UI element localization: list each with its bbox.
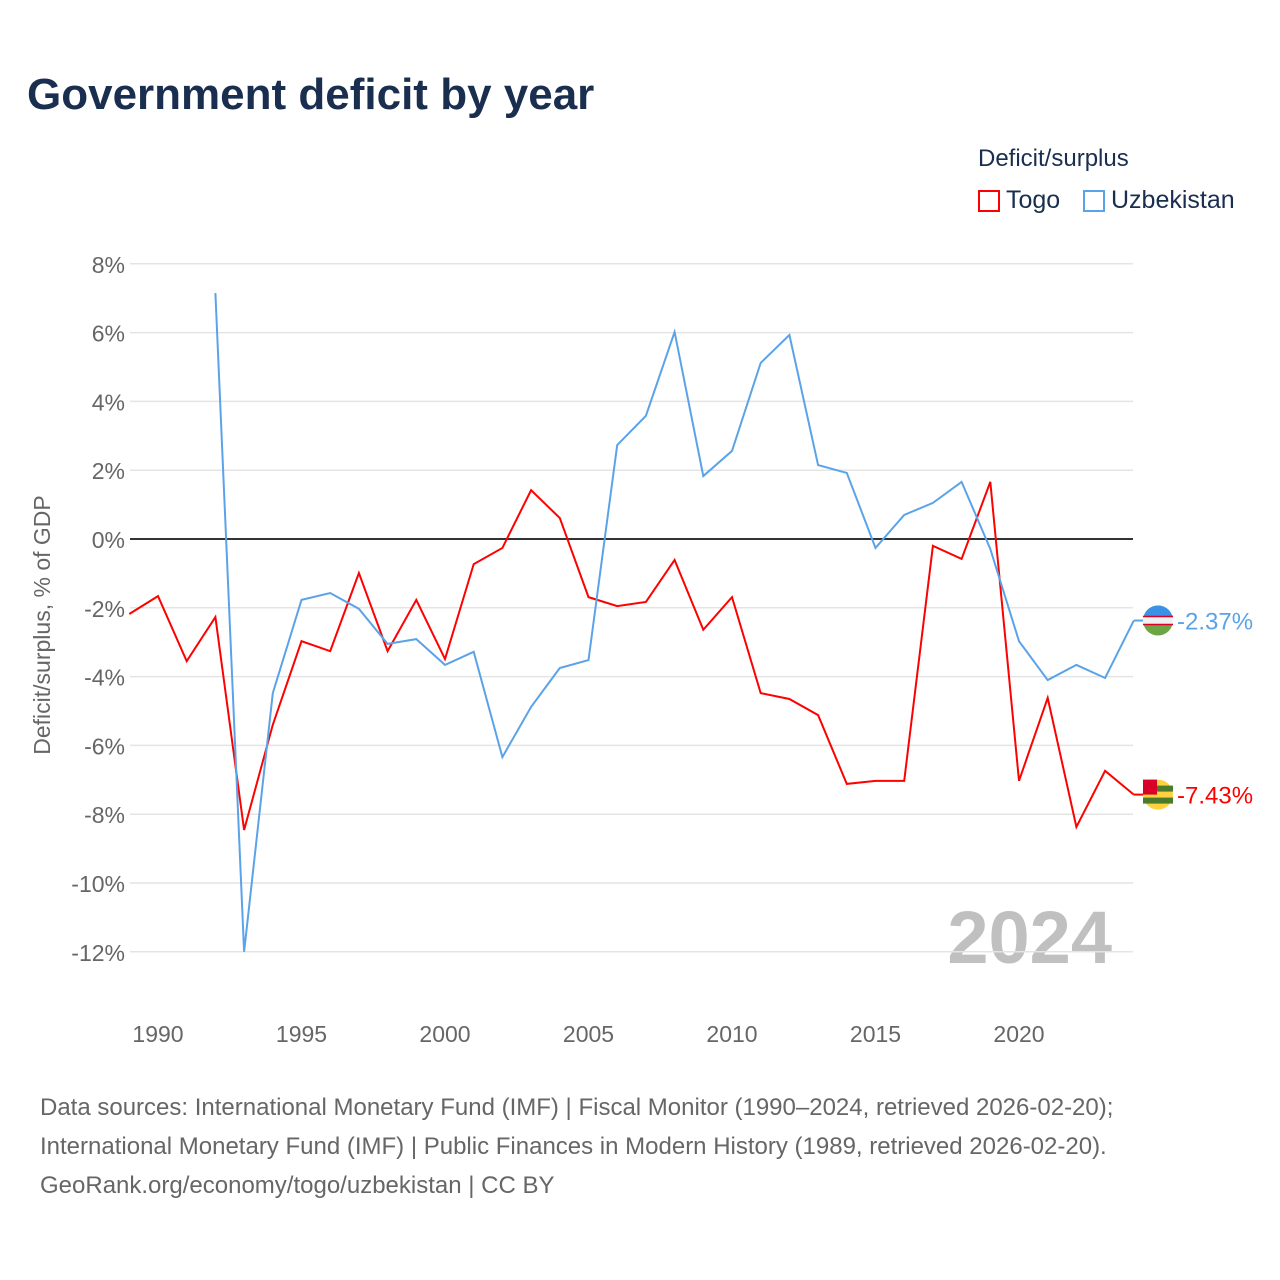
legend-item-togo[interactable]: Togo	[978, 186, 1060, 215]
x-tick-label: 2020	[993, 1021, 1044, 1047]
x-tick-label: 2010	[706, 1021, 757, 1047]
y-tick-label: 4%	[92, 389, 125, 415]
y-tick-label: 6%	[92, 321, 125, 347]
flag-canton	[1143, 779, 1157, 795]
y-tick-label: 0%	[92, 527, 125, 553]
x-tick-label: 2015	[850, 1021, 901, 1047]
source-line: Data sources: International Monetary Fun…	[40, 1094, 1114, 1121]
end-value-label-togo: -7.43%	[1177, 783, 1253, 810]
y-tick-label: -10%	[71, 871, 125, 897]
legend-swatch-togo	[978, 189, 1000, 212]
y-tick-label: -12%	[71, 940, 125, 966]
year-watermark: 2024	[947, 896, 1112, 979]
source-line: International Monetary Fund (IMF) | Publ…	[40, 1133, 1107, 1160]
series-line-uzbekistan	[214, 292, 1135, 952]
legend-label: Uzbekistan	[1111, 186, 1235, 214]
legend-title: Deficit/surplus	[978, 145, 1129, 172]
legend-swatch-uzbekistan	[1083, 189, 1105, 212]
x-tick-label: 2005	[563, 1021, 614, 1047]
togo-flag-icon	[1143, 779, 1173, 810]
y-tick-label: -8%	[84, 802, 125, 828]
source-link[interactable]: GeoRank.org/economy/togo/uzbekistan | CC…	[40, 1172, 555, 1199]
flag-stripe	[1143, 797, 1173, 804]
legend-label: Togo	[1006, 186, 1061, 214]
end-value-label-uzbekistan: -2.37%	[1177, 609, 1253, 636]
legend-item-uzbekistan[interactable]: Uzbekistan	[1083, 186, 1235, 215]
chart-title: Government deficit by year	[27, 70, 595, 119]
y-axis-label: Deficit/surplus, % of GDP	[29, 495, 55, 754]
source-note: Data sources: International Monetary Fun…	[40, 1088, 1113, 1205]
flag-white	[1143, 616, 1173, 625]
y-tick-label: -2%	[84, 596, 125, 622]
flag-stripe	[1143, 785, 1173, 792]
x-tick-label: 1990	[132, 1021, 183, 1047]
series-line-togo	[128, 481, 1135, 831]
y-tick-label: 2%	[92, 458, 125, 484]
x-tick-label: 1995	[276, 1021, 327, 1047]
y-tick-label: 8%	[92, 252, 125, 278]
y-tick-label: -4%	[84, 665, 125, 691]
y-tick-label: -6%	[84, 733, 125, 759]
x-tick-label: 2000	[419, 1021, 470, 1047]
uzbekistan-flag-icon	[1143, 605, 1173, 636]
